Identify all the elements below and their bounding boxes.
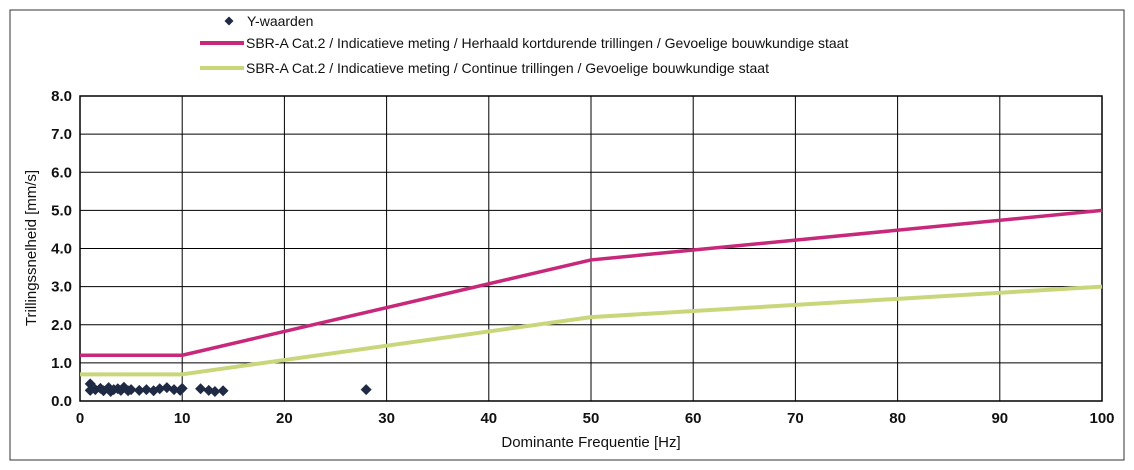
x-tick-label: 20 bbox=[276, 410, 293, 427]
y-tick-label: 6.0 bbox=[51, 164, 72, 181]
legend-label-0: Y-waarden bbox=[247, 13, 313, 29]
scatter-point bbox=[176, 382, 188, 394]
series-line-2 bbox=[80, 284, 1103, 377]
y-axis-title: Trillingssnelheid [mm/s] bbox=[23, 170, 40, 326]
x-tick-label: 80 bbox=[889, 410, 906, 427]
x-tick-label: 100 bbox=[1089, 410, 1114, 427]
series bbox=[80, 208, 1103, 397]
series-line-1 bbox=[80, 208, 1103, 357]
x-tick-label: 10 bbox=[174, 410, 191, 427]
y-tick-label: 3.0 bbox=[51, 279, 72, 296]
y-tick-label: 1.0 bbox=[51, 355, 72, 372]
x-tick-label: 70 bbox=[787, 410, 804, 427]
legend-marker-0 bbox=[224, 16, 234, 26]
scatter-point bbox=[133, 384, 145, 396]
scatter-point bbox=[217, 385, 229, 397]
x-tick-label: 60 bbox=[685, 410, 702, 427]
y-tick-label: 5.0 bbox=[51, 202, 72, 219]
legend-label-2: SBR-A Cat.2 / Indicatieve meting / Conti… bbox=[246, 60, 769, 76]
tick-labels: 0 10 20 30 40 50 60 70 80 90 100 0.0 1.0 2.0 3.0 4.0 5.0… bbox=[51, 88, 1114, 427]
x-tick-label: 0 bbox=[76, 410, 84, 427]
scatter-point bbox=[195, 383, 207, 395]
legend-label-1: SBR-A Cat.2 / Indicatieve meting / Herha… bbox=[246, 35, 848, 51]
scatter-point bbox=[125, 384, 137, 396]
legend: Y-waarden SBR-A Cat.2 / Indicatieve metin… bbox=[200, 13, 848, 76]
x-tick-label: 90 bbox=[991, 410, 1008, 427]
scatter-point bbox=[209, 385, 221, 397]
scatter-point bbox=[154, 383, 166, 395]
scatter-point bbox=[360, 384, 372, 396]
x-tick-label: 30 bbox=[378, 410, 395, 427]
y-tick-label: 0.0 bbox=[51, 393, 72, 410]
y-tick-label: 7.0 bbox=[51, 126, 72, 143]
y-tick-label: 8.0 bbox=[51, 88, 72, 105]
x-axis-title: Dominante Frequentie [Hz] bbox=[501, 434, 680, 451]
x-tick-label: 50 bbox=[583, 410, 600, 427]
y-tick-label: 2.0 bbox=[51, 317, 72, 334]
grid bbox=[80, 96, 1102, 401]
y-tick-label: 4.0 bbox=[51, 241, 72, 258]
scatter-point bbox=[140, 384, 152, 396]
x-tick-label: 40 bbox=[480, 410, 497, 427]
